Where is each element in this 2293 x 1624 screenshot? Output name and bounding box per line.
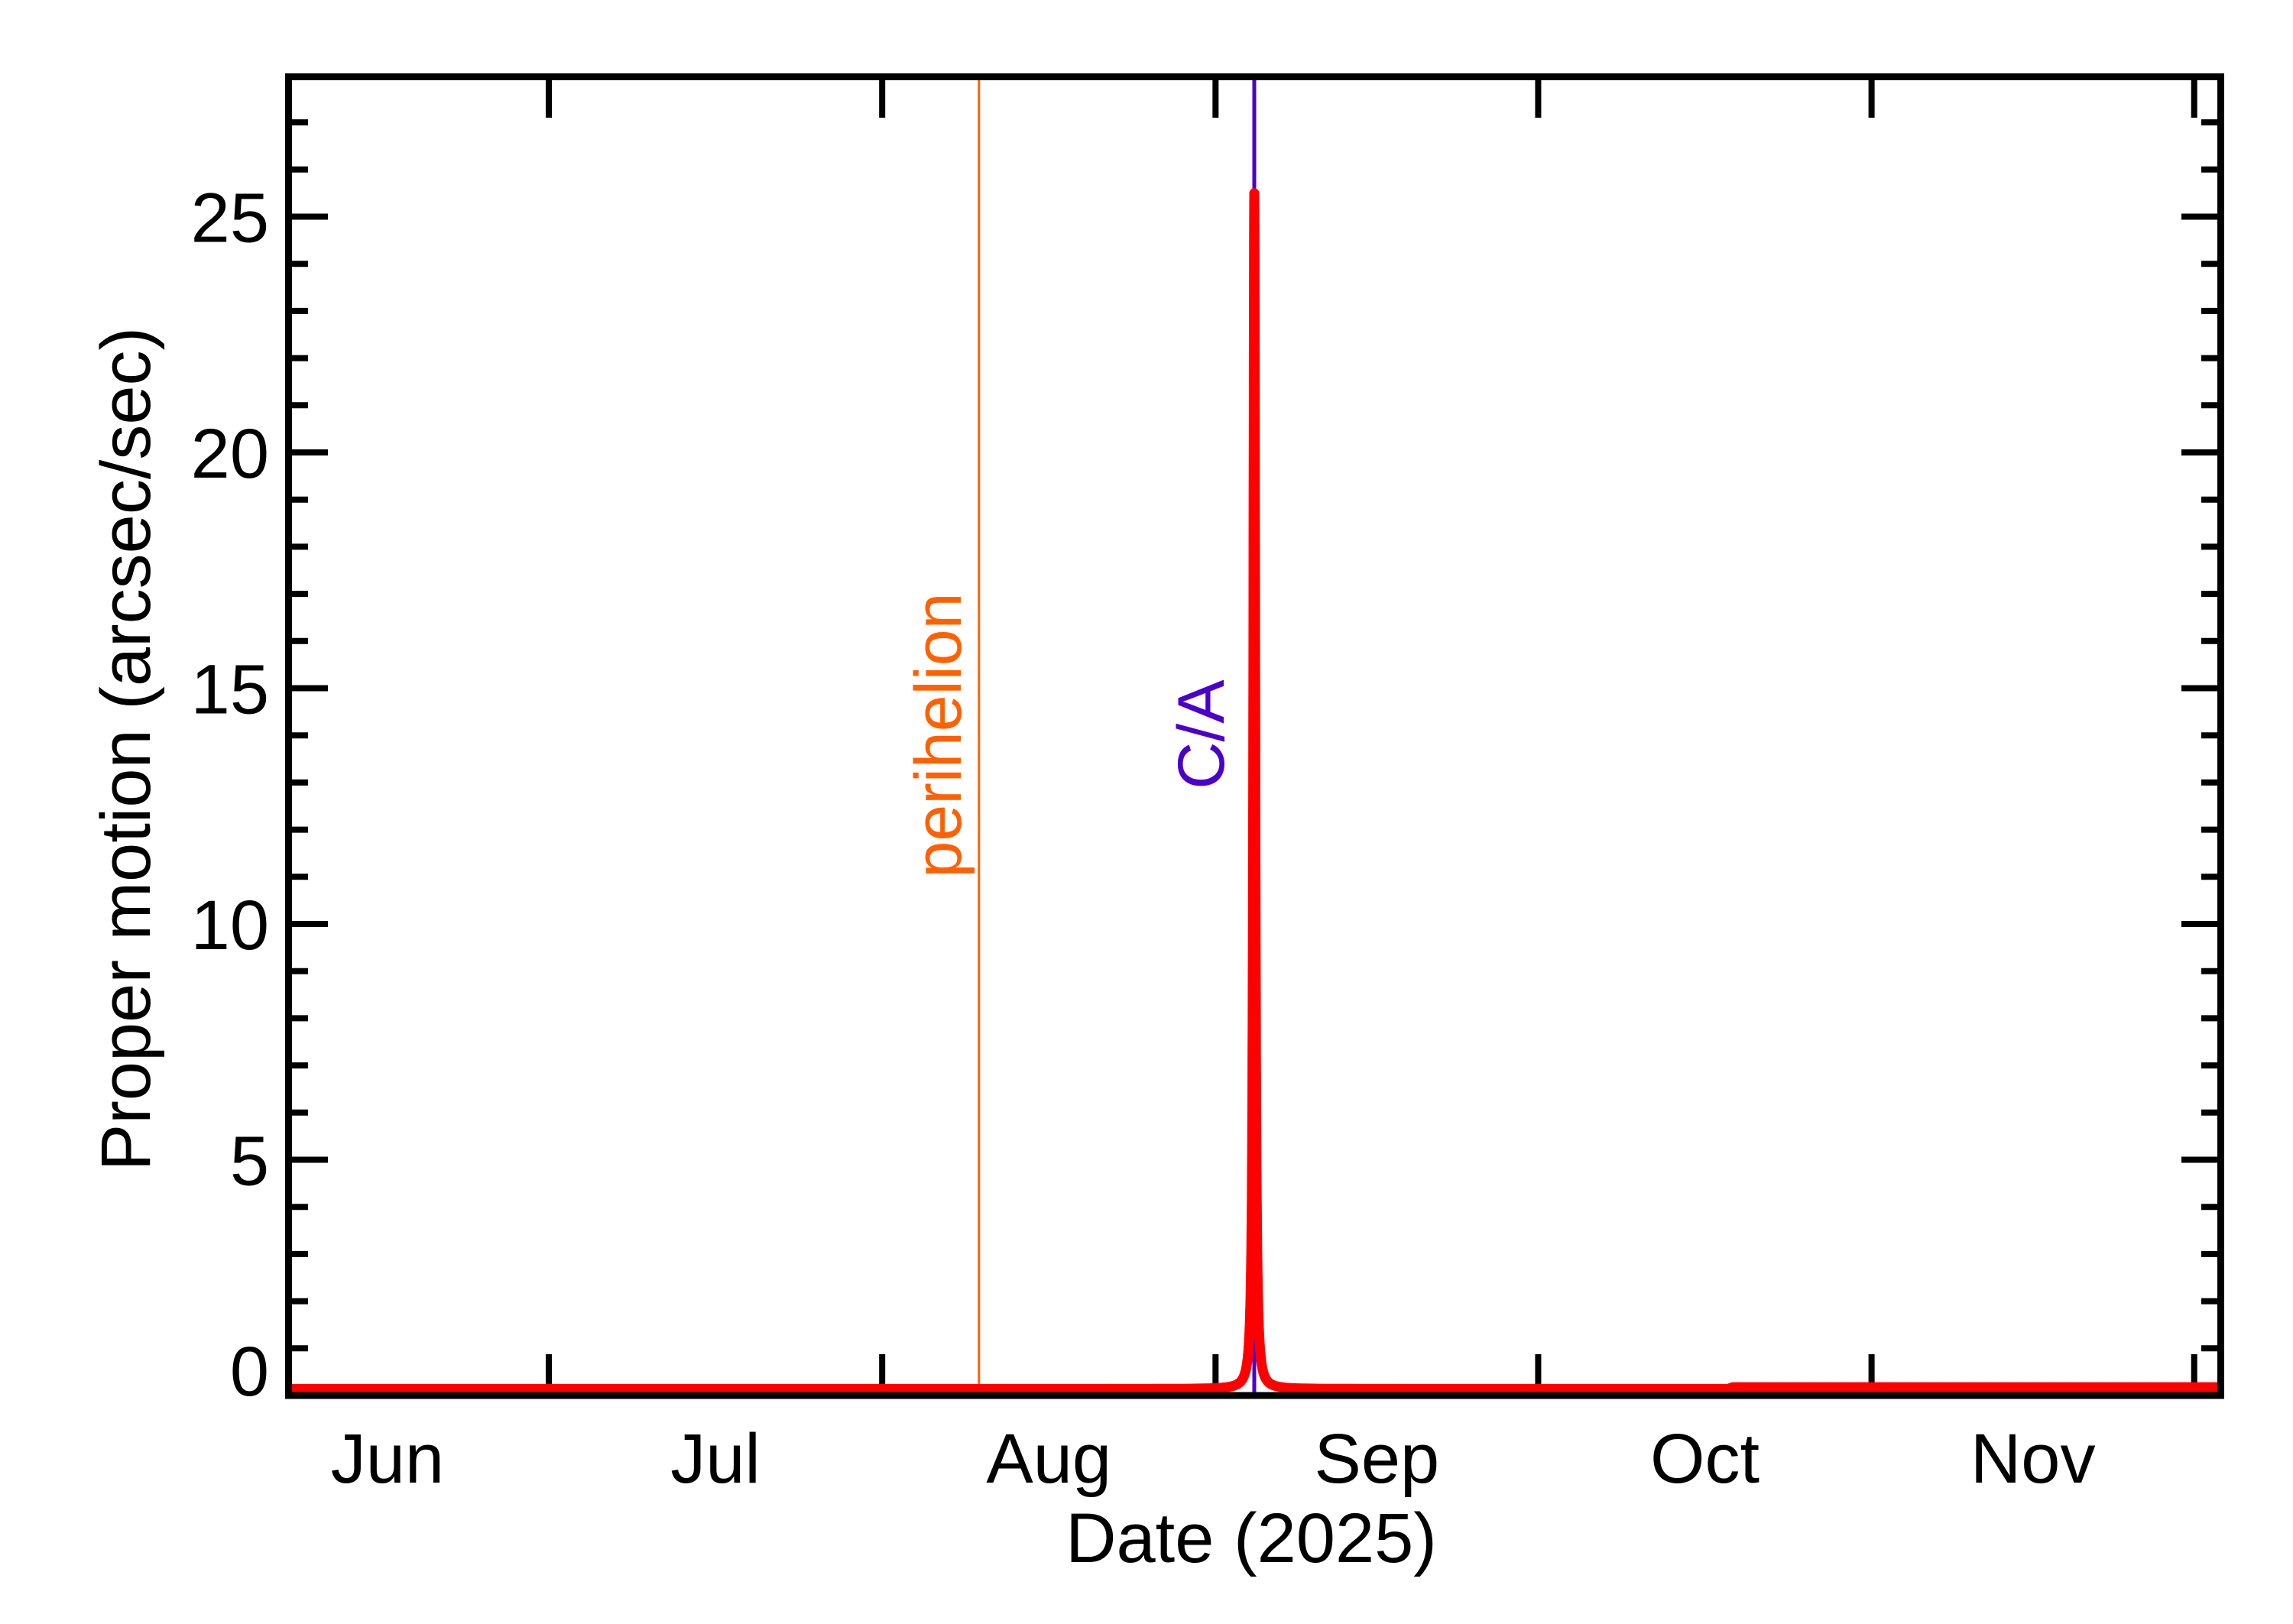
y-tick-label: 15: [191, 651, 269, 729]
proper-motion-curve: [285, 188, 2223, 1394]
x-tick-label: Jun: [331, 1420, 444, 1498]
y-tick-labels: 0 5 10 15 20 25: [191, 180, 269, 1412]
y-tick-label: 5: [230, 1123, 269, 1201]
x-axis-title: Date (2025): [1065, 1499, 1437, 1577]
y-axis-title: Proper motion (arcsec/sec): [87, 327, 165, 1171]
x-tick-label: Jul: [670, 1420, 761, 1498]
y-tick-label: 10: [191, 887, 269, 964]
x-tick-label: Aug: [986, 1420, 1111, 1498]
x-tick-label: Oct: [1650, 1420, 1759, 1498]
x-tick-label: Nov: [1970, 1420, 2096, 1498]
closest-approach-label: C/A: [1165, 679, 1238, 789]
y-tick-label: 25: [191, 180, 269, 258]
x-tick-label: Sep: [1315, 1420, 1440, 1498]
y-tick-label: 0: [230, 1333, 269, 1411]
x-tick-labels: Jun Jul Aug Sep Oct Nov: [331, 1420, 2096, 1498]
plot-frame: [285, 73, 2224, 1399]
perihelion-label: perihelion: [902, 593, 975, 878]
axis-ticks: [288, 76, 2221, 1395]
y-tick-label: 20: [191, 415, 269, 493]
